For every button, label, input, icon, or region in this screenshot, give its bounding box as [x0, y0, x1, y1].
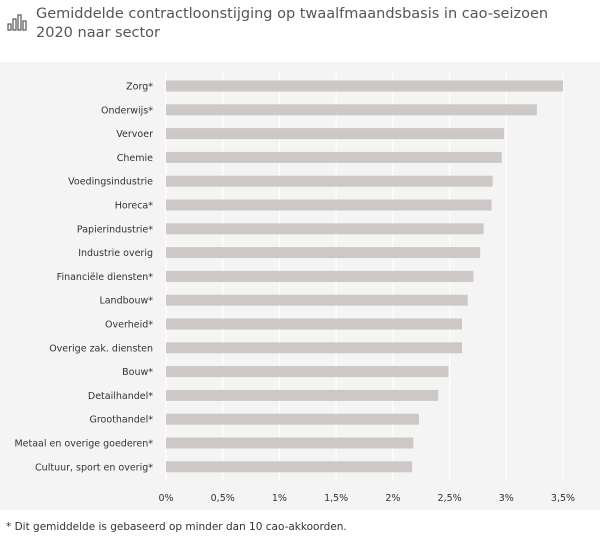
category-label: Overige zak. diensten — [49, 343, 153, 354]
x-tick-label: 3% — [499, 493, 514, 504]
bar — [166, 366, 449, 378]
bar — [166, 342, 463, 354]
x-tick-label: 2,5% — [438, 493, 462, 504]
category-label: Landbouw* — [99, 296, 153, 307]
category-label: Zorg* — [126, 82, 153, 93]
bar — [166, 461, 413, 473]
bar — [166, 318, 463, 330]
bar — [166, 128, 505, 140]
footnote: * Dit gemiddelde is gebaseerd op minder … — [6, 521, 347, 533]
category-label: Bouw* — [122, 367, 153, 378]
category-label: Horeca* — [115, 201, 154, 212]
category-label: Voedingsindustrie — [68, 177, 153, 188]
x-tick-label: 2% — [385, 493, 400, 504]
bar — [166, 175, 493, 187]
bar-chart: Zorg* Onderwijs* Vervoer Chemie Voedingsindu… — [14, 72, 575, 504]
bar — [166, 294, 468, 306]
chart-header: Gemiddelde contractloonstijging op twaal… — [0, 0, 600, 62]
category-label: Financiële diensten* — [57, 272, 154, 283]
bar — [166, 104, 537, 116]
category-label: Overheid* — [105, 320, 153, 331]
bar — [166, 389, 439, 401]
bar — [166, 437, 414, 449]
bar — [166, 151, 502, 163]
category-label: Cultuur, sport en overig* — [35, 462, 153, 473]
x-tick-label: 0% — [158, 493, 173, 504]
bar — [166, 223, 484, 235]
category-label: Onderwijs* — [101, 105, 153, 116]
category-label: Industrie overig — [78, 248, 153, 259]
bar — [166, 413, 419, 425]
bar-chart-icon — [7, 14, 27, 31]
category-label: Chemie — [117, 153, 153, 164]
x-tick-label: 1% — [272, 493, 287, 504]
chart-title: Gemiddelde contractloonstijging op twaal… — [36, 6, 549, 41]
category-label: Metaal en overige goederen* — [14, 439, 153, 450]
bar — [166, 247, 481, 259]
x-tick-label: 1,5% — [324, 493, 348, 504]
chart-panel: Zorg* Onderwijs* Vervoer Chemie Voedingsindu… — [0, 62, 600, 510]
x-tick-label: 3,5% — [551, 493, 575, 504]
x-tick-label: 0,5% — [211, 493, 235, 504]
bar — [166, 270, 474, 282]
bar — [166, 80, 563, 92]
category-label: Vervoer — [116, 129, 153, 140]
category-label: Detailhandel* — [88, 391, 153, 402]
bar — [166, 199, 492, 211]
category-label: Papierindustrie* — [77, 224, 153, 235]
category-label: Groothandel* — [89, 415, 153, 426]
